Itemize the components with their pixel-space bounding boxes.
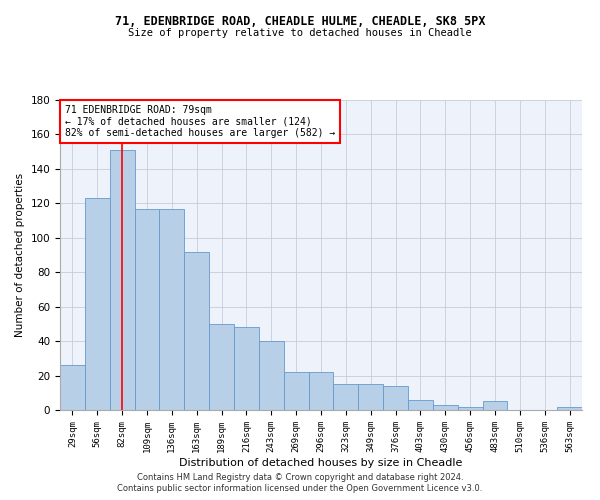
Bar xyxy=(557,406,582,410)
Bar xyxy=(408,400,433,410)
Bar xyxy=(134,208,160,410)
Bar xyxy=(358,384,383,410)
Bar xyxy=(383,386,408,410)
Bar xyxy=(110,150,134,410)
Bar xyxy=(308,372,334,410)
Bar xyxy=(184,252,209,410)
Bar xyxy=(234,328,259,410)
Text: 71, EDENBRIDGE ROAD, CHEADLE HULME, CHEADLE, SK8 5PX: 71, EDENBRIDGE ROAD, CHEADLE HULME, CHEA… xyxy=(115,15,485,28)
Text: Size of property relative to detached houses in Cheadle: Size of property relative to detached ho… xyxy=(128,28,472,38)
Bar xyxy=(284,372,308,410)
Bar xyxy=(458,406,482,410)
Bar xyxy=(334,384,358,410)
Bar xyxy=(60,365,85,410)
Bar xyxy=(433,405,458,410)
Bar xyxy=(209,324,234,410)
Bar xyxy=(482,402,508,410)
Text: Contains public sector information licensed under the Open Government Licence v3: Contains public sector information licen… xyxy=(118,484,482,493)
Bar xyxy=(85,198,110,410)
Text: 71 EDENBRIDGE ROAD: 79sqm
← 17% of detached houses are smaller (124)
82% of semi: 71 EDENBRIDGE ROAD: 79sqm ← 17% of detac… xyxy=(65,104,335,138)
Text: Contains HM Land Registry data © Crown copyright and database right 2024.: Contains HM Land Registry data © Crown c… xyxy=(137,472,463,482)
Y-axis label: Number of detached properties: Number of detached properties xyxy=(15,173,25,337)
Bar xyxy=(160,208,184,410)
Text: Distribution of detached houses by size in Cheadle: Distribution of detached houses by size … xyxy=(179,458,463,468)
Bar xyxy=(259,341,284,410)
